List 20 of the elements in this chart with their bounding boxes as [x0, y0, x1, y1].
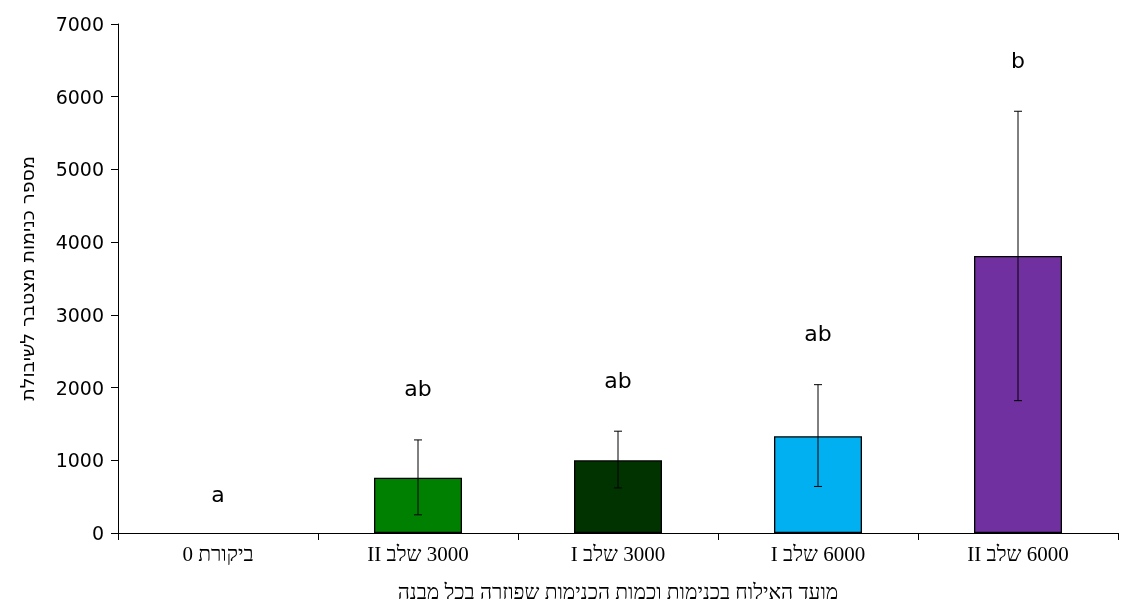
x-tick-label: 3000 שלב II: [367, 541, 469, 566]
y-axis-title: מספר כנימות מצטבר לשיבולת: [15, 156, 38, 401]
annotation: a: [211, 481, 225, 507]
annotation: ab: [804, 321, 832, 347]
x-axis-title: מועד האילוח בכנימות וכמות הכנימות שפוזרה בכל מבנה: [397, 579, 839, 604]
annotation: b: [1011, 47, 1025, 73]
y-tick-label: 1000: [55, 449, 104, 472]
y-tick-label: 5000: [55, 158, 104, 181]
x-tick-label: 6000 שלב I: [770, 541, 866, 566]
x-tick-label: ביקורת 0: [182, 541, 254, 566]
annotation: ab: [604, 367, 632, 393]
y-tick-label: 3000: [55, 303, 104, 326]
y-tick-label: 0: [91, 522, 104, 544]
x-tick-label: 3000 שלב I: [570, 541, 666, 566]
y-tick-label: 2000: [55, 376, 104, 399]
y-tick-label: 7000: [55, 13, 104, 35]
annotation: ab: [404, 376, 432, 402]
x-tick-label: 6000 שלב II: [967, 541, 1069, 566]
y-tick-label: 6000: [55, 85, 104, 108]
y-tick-label: 4000: [55, 231, 104, 254]
